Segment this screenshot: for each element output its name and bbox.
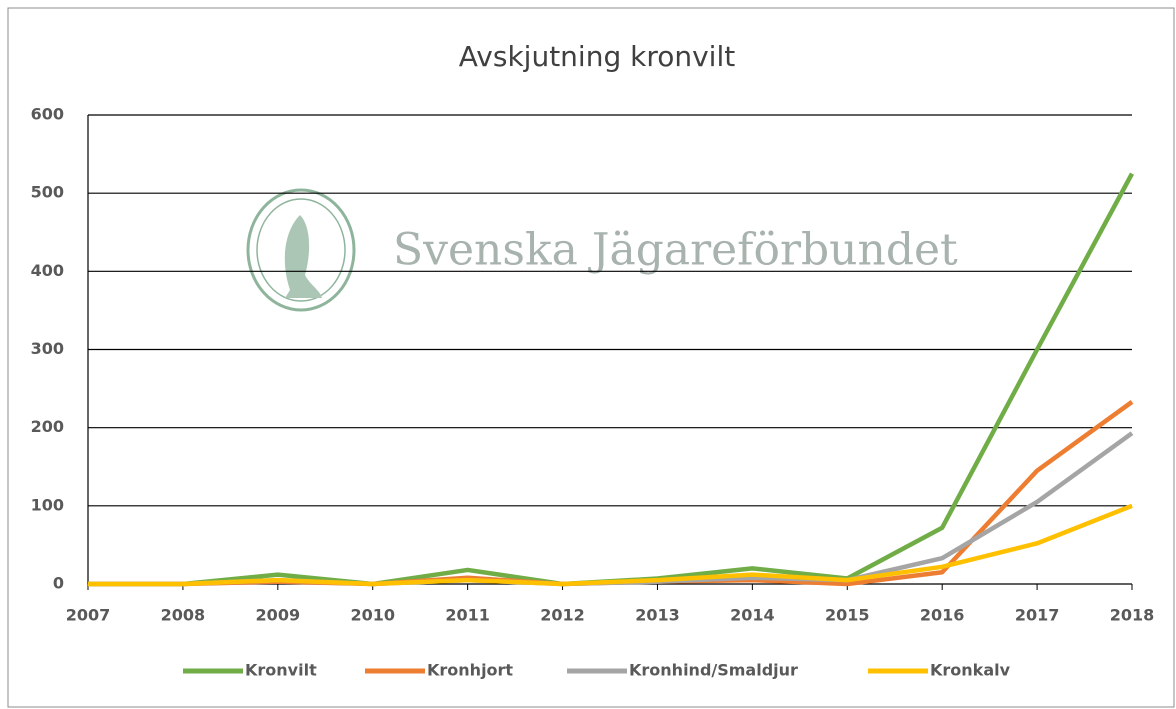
x-tick-label: 2014 <box>730 606 775 625</box>
x-tick-label: 2017 <box>1015 606 1060 625</box>
x-tick-label: 2015 <box>825 606 870 625</box>
x-tick-label: 2016 <box>920 606 965 625</box>
x-tick-label: 2009 <box>256 606 301 625</box>
y-tick-label: 0 <box>53 574 64 593</box>
x-tick-label: 2010 <box>350 606 395 625</box>
legend-label: Kronhjort <box>427 661 513 680</box>
x-tick-label: 2018 <box>1110 606 1155 625</box>
watermark: Svenska Jägareförbundet <box>393 225 958 276</box>
legend-label: Kronvilt <box>245 661 317 680</box>
x-tick-label: 2007 <box>66 606 111 625</box>
y-tick-label: 300 <box>31 339 64 358</box>
legend-label: Kronhind/Smaldjur <box>629 661 798 680</box>
chart-title: Avskjutning kronvilt <box>459 40 735 73</box>
y-tick-label: 500 <box>31 183 64 202</box>
logo <box>246 188 356 312</box>
x-tick-label: 2011 <box>445 606 490 625</box>
x-tick-label: 2008 <box>161 606 206 625</box>
legend-label: Kronkalv <box>930 661 1011 680</box>
line <box>88 503 1133 587</box>
x-tick-label: 2012 <box>540 606 585 625</box>
y-tick-label: 400 <box>31 261 64 280</box>
y-tick-label: 600 <box>31 105 64 124</box>
chart-border <box>7 7 1175 708</box>
y-tick-label: 100 <box>31 495 64 514</box>
x-tick-label: 2013 <box>635 606 680 625</box>
y-tick-label: 200 <box>31 417 64 436</box>
